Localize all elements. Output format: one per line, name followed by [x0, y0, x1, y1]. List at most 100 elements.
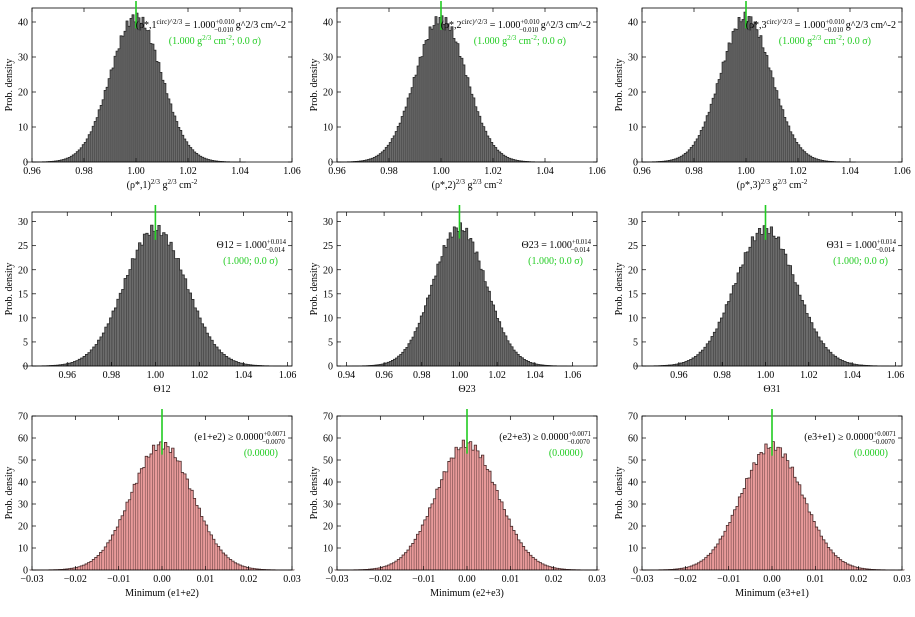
histogram-bar — [206, 333, 208, 366]
histogram-bar — [477, 451, 479, 570]
histogram-bar — [696, 139, 698, 162]
histogram-bar — [208, 337, 210, 366]
histogram-bar — [760, 452, 762, 570]
histogram-bar — [155, 451, 157, 570]
truth-annotation: (1.000 g2/3 cm-2; 0.0 σ) — [779, 34, 871, 47]
histogram-bar — [116, 527, 118, 570]
histogram-bar — [467, 443, 469, 570]
x-axis-label: Minimum (e3+e1) — [735, 588, 809, 599]
histogram-bar — [472, 242, 474, 366]
y-tick-label: 25 — [18, 241, 28, 252]
y-tick-label: 60 — [18, 434, 28, 445]
x-tick-label: 1.02 — [191, 370, 209, 381]
histogram-bar — [518, 540, 520, 570]
histogram-bar — [155, 231, 157, 366]
y-tick-label: 70 — [323, 412, 333, 423]
histogram-bar — [457, 450, 459, 570]
histogram-bar — [717, 544, 719, 570]
histogram-bar — [164, 83, 166, 162]
y-tick-label: 20 — [18, 522, 28, 533]
histogram-bar — [796, 285, 798, 366]
x-axis-label: (ρ*,1)2/3 g2/3 cm-2 — [127, 178, 198, 191]
histogram-bar — [748, 478, 750, 570]
histogram-bar — [489, 471, 491, 570]
histogram-bar — [203, 521, 205, 570]
x-tick-label: 1.02 — [179, 166, 197, 177]
y-tick-label: 40 — [628, 18, 638, 29]
histogram-bar — [462, 440, 464, 570]
y-tick-label: 0 — [328, 362, 333, 373]
histogram-bar — [503, 509, 505, 570]
truth-annotation: (1.000 g2/3 cm-2; 0.0 σ) — [474, 34, 566, 47]
x-tick-label: 0.00 — [153, 574, 171, 585]
x-tick-label: −0.01 — [717, 574, 740, 585]
y-tick-label: 70 — [18, 412, 28, 423]
histogram-bar — [770, 448, 772, 570]
histogram-bar — [465, 76, 467, 162]
histogram-bar — [508, 519, 510, 570]
histogram-bar — [459, 56, 461, 162]
histogram-bar — [728, 302, 730, 366]
histogram-bar — [483, 127, 485, 162]
histogram-bar — [471, 94, 473, 162]
histogram-bar — [803, 498, 805, 570]
histogram-bar — [153, 231, 155, 366]
histogram-bar — [407, 98, 409, 162]
y-axis-label: Prob. density — [4, 467, 15, 520]
y-tick-label: 20 — [628, 265, 638, 276]
x-tick-label: −0.01 — [412, 574, 435, 585]
histogram-bar — [466, 228, 468, 366]
histogram-bar — [419, 531, 421, 570]
histogram-bar — [152, 44, 154, 162]
y-tick-label: 0 — [23, 566, 28, 577]
histogram-bar — [789, 266, 791, 366]
x-tick-label: 0.03 — [893, 574, 911, 585]
histogram-bar — [120, 36, 122, 162]
histogram-bar — [192, 299, 194, 366]
histogram-bar — [486, 287, 488, 366]
y-tick-label: 30 — [323, 217, 333, 228]
x-tick-label: 1.00 — [147, 370, 165, 381]
histogram-bar — [763, 226, 765, 366]
histogram-bar — [134, 259, 136, 366]
y-tick-label: 10 — [628, 123, 638, 134]
histogram-bar — [114, 56, 116, 162]
histogram-bar — [451, 27, 453, 162]
histogram-bar — [443, 246, 445, 366]
y-tick-label: 10 — [628, 313, 638, 324]
histogram-bar — [728, 43, 730, 162]
histogram-bar — [160, 442, 162, 570]
y-tick-label: 0 — [633, 362, 638, 373]
histogram-bar — [415, 75, 417, 162]
histogram-bar — [168, 99, 170, 162]
histogram-bar — [732, 32, 734, 162]
histogram-bar — [742, 265, 744, 366]
histogram-bar — [756, 233, 758, 366]
y-tick-label: 20 — [323, 522, 333, 533]
histogram-bar — [417, 66, 419, 162]
histogram-bar — [177, 259, 179, 366]
histogram-bar — [160, 72, 162, 162]
histogram-bar — [758, 454, 760, 570]
y-tick-label: 20 — [323, 88, 333, 99]
histogram-bar — [409, 94, 411, 162]
x-axis-label: Θ31 — [763, 384, 780, 395]
y-tick-label: 50 — [628, 456, 638, 467]
histogram-bar — [789, 468, 791, 570]
histogram-bar — [754, 22, 756, 162]
histogram-bar — [433, 499, 435, 570]
x-tick-label: 0.96 — [59, 370, 77, 381]
histogram-bar — [435, 276, 437, 366]
histogram-bar — [735, 283, 737, 366]
x-tick-label: −0.01 — [107, 574, 130, 585]
histogram-bar — [760, 36, 762, 162]
histogram-bar — [414, 539, 416, 570]
histogram-bar — [457, 231, 459, 366]
histogram-bar — [739, 267, 741, 366]
histogram-bar — [447, 239, 449, 366]
y-tick-label: 60 — [323, 434, 333, 445]
histogram-bar — [158, 63, 160, 162]
y-tick-label: 0 — [23, 362, 28, 373]
